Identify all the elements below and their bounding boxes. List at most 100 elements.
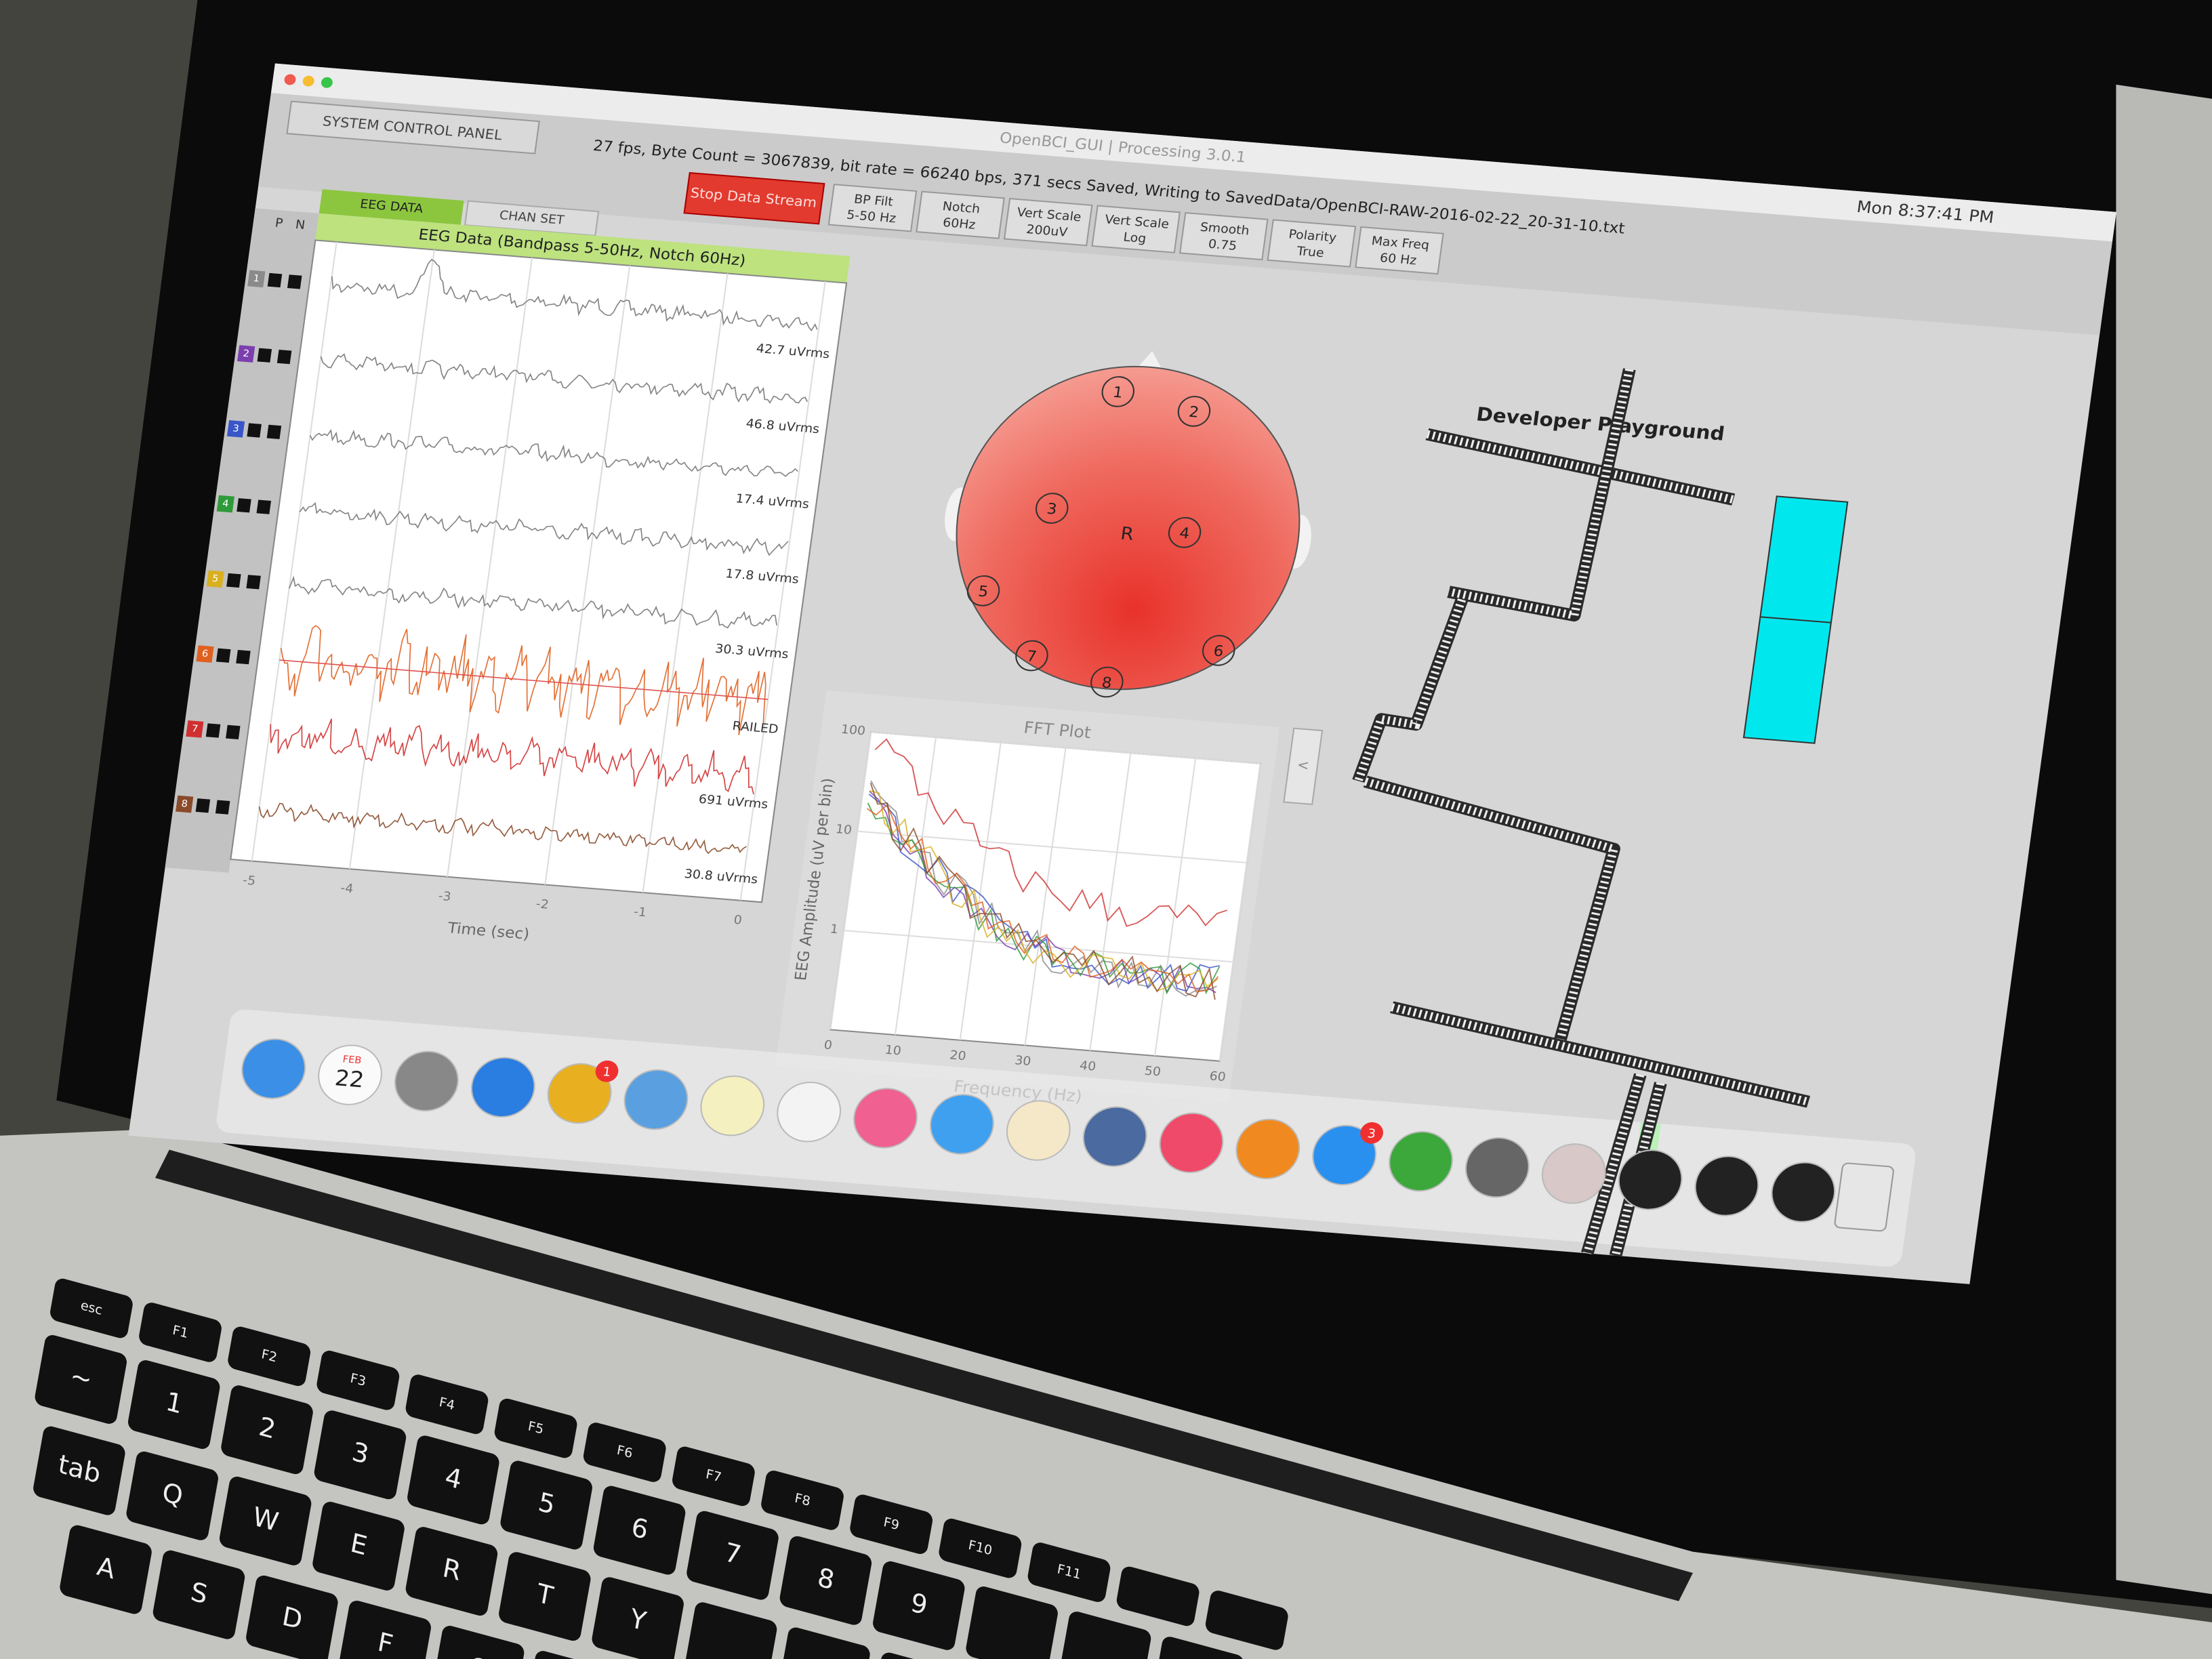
key[interactable] <box>499 1459 593 1552</box>
key[interactable] <box>138 1300 223 1364</box>
control-button[interactable] <box>1355 226 1444 275</box>
dock-icon[interactable] <box>1003 1099 1073 1162</box>
key[interactable] <box>405 1373 490 1436</box>
system-control-panel-button[interactable] <box>286 100 540 155</box>
dock-icon[interactable] <box>697 1073 768 1137</box>
channel-color[interactable] <box>186 720 204 738</box>
dock-icon[interactable] <box>544 1061 615 1125</box>
key[interactable] <box>1204 1589 1290 1652</box>
dock-icon[interactable] <box>1309 1123 1380 1187</box>
channel-toggle[interactable] <box>247 423 262 438</box>
key[interactable] <box>582 1420 668 1483</box>
dock-icon[interactable] <box>1386 1129 1456 1193</box>
channel-toggle[interactable] <box>236 649 251 665</box>
channel-color[interactable] <box>216 495 234 513</box>
key[interactable] <box>34 1333 128 1426</box>
control-button[interactable] <box>1267 219 1357 268</box>
channel-toggle[interactable] <box>226 724 241 740</box>
dock-icon[interactable] <box>621 1067 691 1131</box>
key[interactable] <box>872 1559 966 1652</box>
dock-icon[interactable] <box>851 1086 921 1150</box>
dock-icon[interactable] <box>1156 1111 1227 1174</box>
dock-trash[interactable] <box>1834 1162 1894 1232</box>
key[interactable] <box>49 1277 134 1340</box>
dock-icon[interactable] <box>774 1080 844 1144</box>
channel-toggle[interactable] <box>195 798 211 813</box>
key[interactable] <box>226 1325 312 1388</box>
channel-toggle[interactable] <box>205 723 221 738</box>
dock-icon[interactable] <box>1233 1117 1303 1181</box>
key[interactable] <box>58 1523 152 1616</box>
key[interactable] <box>220 1383 314 1476</box>
control-button[interactable] <box>916 190 1005 239</box>
eeg-data-tab[interactable] <box>319 189 464 225</box>
key[interactable] <box>311 1500 405 1593</box>
channel-toggle[interactable] <box>215 800 230 815</box>
key[interactable] <box>1027 1540 1112 1603</box>
key[interactable] <box>1058 1610 1152 1659</box>
key[interactable] <box>32 1425 126 1517</box>
key[interactable] <box>964 1584 1059 1659</box>
key[interactable] <box>406 1434 500 1527</box>
dock-icon[interactable] <box>1080 1105 1150 1168</box>
key[interactable] <box>127 1358 221 1451</box>
minimize-button[interactable] <box>302 75 315 87</box>
key[interactable] <box>152 1549 246 1641</box>
key[interactable] <box>685 1509 779 1602</box>
dock-icon[interactable] <box>1768 1160 1839 1224</box>
zoom-button[interactable] <box>321 77 333 88</box>
channel-toggle[interactable] <box>287 274 302 289</box>
dock-icon[interactable] <box>1692 1154 1762 1218</box>
stop-data-stream-button[interactable] <box>683 171 825 225</box>
key[interactable] <box>590 1575 684 1659</box>
channel-toggle[interactable] <box>276 349 292 365</box>
channel-color[interactable] <box>237 345 255 363</box>
key[interactable] <box>338 1599 432 1659</box>
key[interactable] <box>760 1469 845 1532</box>
key[interactable] <box>848 1493 934 1556</box>
control-button[interactable] <box>1179 211 1269 261</box>
dock-icon[interactable] <box>1615 1148 1685 1212</box>
channel-color[interactable] <box>226 420 245 438</box>
channel-color[interactable] <box>176 795 194 813</box>
channel-toggle[interactable] <box>256 499 272 514</box>
key[interactable] <box>671 1445 756 1508</box>
control-button[interactable] <box>1091 205 1181 253</box>
key[interactable] <box>592 1484 687 1577</box>
channel-color[interactable] <box>247 270 266 288</box>
collapse-button[interactable] <box>1283 727 1324 805</box>
channel-toggle[interactable] <box>266 424 282 440</box>
channel-toggle[interactable] <box>267 272 283 288</box>
channel-toggle[interactable] <box>237 498 251 513</box>
key[interactable] <box>1115 1565 1201 1628</box>
key[interactable] <box>405 1525 499 1618</box>
dock-icon[interactable] <box>391 1049 462 1113</box>
dock-icon[interactable] <box>468 1055 538 1119</box>
key[interactable] <box>779 1534 873 1627</box>
key[interactable] <box>493 1397 579 1460</box>
key[interactable] <box>431 1624 525 1659</box>
key[interactable] <box>684 1600 778 1659</box>
dock-icon[interactable] <box>239 1037 309 1101</box>
channel-toggle[interactable] <box>246 575 261 590</box>
dock-icon[interactable] <box>926 1092 997 1156</box>
dock-icon[interactable] <box>1538 1142 1609 1206</box>
channel-toggle[interactable] <box>257 348 272 363</box>
channel-toggle[interactable] <box>216 648 231 663</box>
key[interactable] <box>777 1626 871 1659</box>
channel-color[interactable] <box>206 570 224 588</box>
close-button[interactable] <box>284 74 297 85</box>
key[interactable] <box>125 1450 220 1542</box>
control-button[interactable] <box>1003 198 1093 247</box>
dock-icon[interactable] <box>1462 1136 1532 1200</box>
control-button[interactable] <box>827 184 918 232</box>
key[interactable] <box>497 1550 592 1643</box>
key[interactable] <box>218 1475 312 1568</box>
key[interactable] <box>245 1574 339 1659</box>
channel-toggle[interactable] <box>226 573 241 588</box>
dock-icon[interactable] <box>315 1043 386 1107</box>
key[interactable] <box>313 1408 407 1501</box>
channel-color[interactable] <box>196 645 214 663</box>
key[interactable] <box>315 1349 401 1412</box>
key[interactable] <box>937 1517 1023 1580</box>
